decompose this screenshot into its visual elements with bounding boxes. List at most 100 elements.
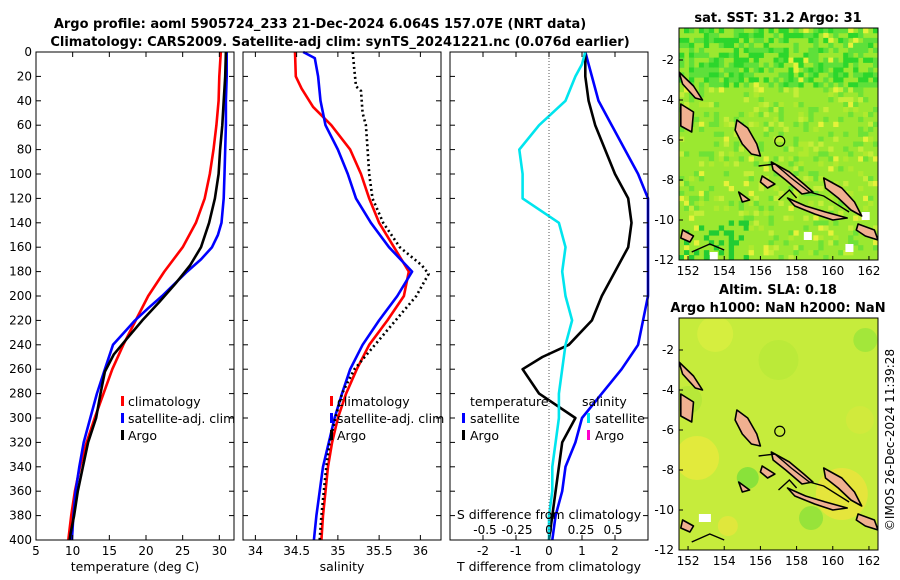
y-tick-label: 20: [17, 69, 32, 83]
sst-map-title: sat. SST: 31.2 Argo: 31: [694, 11, 861, 26]
legend-climatology: climatology: [337, 394, 410, 409]
legend-s-satellite: satellite: [595, 411, 645, 426]
legend-swatch-satellite: [121, 413, 124, 423]
x-tick-label: 162: [858, 264, 881, 278]
y-tick-label: 60: [17, 118, 32, 132]
temperature-legend: climatology satellite-adj. clim Argo: [121, 394, 235, 443]
x-tick-label: 152: [677, 264, 700, 278]
legend-swatch-t-argo: [462, 430, 465, 440]
y-tick-label: -8: [662, 463, 674, 477]
x-tick-label: 20: [138, 544, 153, 558]
legend-swatch-s-argo: [587, 430, 590, 440]
x-tick-label: 152: [677, 554, 700, 568]
x-tick-label: 15: [102, 544, 117, 558]
header-line2: Climatology: CARS2009. Satellite-adj cli…: [50, 35, 629, 50]
x-tick-label: 156: [749, 554, 772, 568]
x-tick-label: 0: [545, 544, 553, 558]
y-tick-label: -6: [662, 133, 674, 147]
legend-swatch-s-satellite: [587, 413, 590, 423]
sst-map: 152 154 156 158 160 162 -2 -4 -6 -8 -10 -12: [654, 27, 881, 278]
island-coastline: [786, 487, 849, 511]
x-tick-label: 158: [785, 554, 808, 568]
y-tick-label: 0: [24, 45, 32, 59]
legend-swatch-climatology: [121, 396, 124, 406]
y-tick-label: -8: [662, 173, 674, 187]
legend-swatch-climatology: [330, 396, 333, 406]
island-coastline: [737, 191, 751, 203]
s-tick-label: 0.25: [568, 523, 595, 537]
island-coastline: [759, 175, 776, 189]
y-tick-label: -6: [662, 423, 674, 437]
y-tick-label: 80: [17, 143, 32, 157]
y-tick-label: -10: [654, 213, 674, 227]
y-tick-label: 100: [9, 167, 32, 181]
s-tick-label: 0: [545, 523, 553, 537]
sla-map-title-line1: Altim. SLA: 0.18: [719, 283, 837, 298]
y-tick-label: 260: [9, 362, 32, 376]
bathymetry-contour: [778, 479, 798, 491]
temperature-panel: 5 10 15 20 25 3002040608010012014016018020022…: [9, 45, 235, 574]
island-coastline: [822, 467, 863, 507]
legend-swatch-t-satellite: [462, 413, 465, 423]
legend-swatch-argo: [330, 430, 333, 440]
x-tick-label: 10: [65, 544, 80, 558]
island-coastline: [734, 119, 762, 157]
series-line-argo: [318, 51, 430, 541]
island-coastline: [855, 513, 878, 531]
island-coastline: [679, 71, 704, 101]
y-tick-label: -4: [662, 383, 674, 397]
island-coastline: [737, 481, 751, 493]
legend-satellite: satellite-adj. clim: [337, 411, 444, 426]
x-tick-label: -2: [477, 544, 489, 558]
x-tick-label: 34.5: [283, 544, 310, 558]
island-coastline: [679, 103, 695, 133]
header-line1: Argo profile: aoml 5905724_233 21-Dec-20…: [54, 17, 586, 32]
y-tick-label: 120: [9, 191, 32, 205]
y-tick-label: -2: [662, 343, 674, 357]
bathymetry-contour: [758, 163, 850, 213]
salinity-panel: 34 34.5 35 35.5 36 climatology satellite-adj…: [242, 50, 444, 574]
x-tick-label: 5: [32, 544, 40, 558]
island-coastline: [679, 393, 695, 423]
s-tick-label: -0.5: [473, 523, 496, 537]
island-coastline: [855, 223, 878, 241]
series-line-s-satellite: [517, 51, 587, 540]
y-tick-label: 360: [9, 484, 32, 498]
island-coastline: [734, 409, 762, 447]
bathymetry-contour: [691, 533, 725, 543]
y-tick-label: -4: [662, 93, 674, 107]
y-tick-label: 340: [9, 460, 32, 474]
series-line-t-argo: [521, 52, 633, 541]
legend-swatch-argo: [121, 430, 124, 440]
y-tick-label: 280: [9, 387, 32, 401]
x-tick-label: 35: [330, 544, 345, 558]
map-field: [679, 318, 878, 550]
series-line-argo: [68, 51, 228, 541]
series-line-climatology: [293, 51, 411, 541]
x-tick-label: 1: [578, 544, 586, 558]
map-field: [679, 28, 878, 260]
island-coastline: [679, 361, 704, 391]
salinity-legend: climatology satellite-adj. clim Argo: [330, 394, 444, 443]
y-tick-label: 240: [9, 338, 32, 352]
bathymetry-contour: [691, 243, 725, 253]
s-difference-label: S difference from climatology: [457, 507, 642, 522]
island-coastline: [759, 465, 776, 479]
x-tick-label: 162: [858, 554, 881, 568]
legend-t-argo: Argo: [470, 428, 499, 443]
legend-swatch-satellite: [330, 413, 333, 423]
x-tick-label: -1: [510, 544, 522, 558]
y-tick-label: 400: [9, 533, 32, 547]
y-tick-label: 160: [9, 240, 32, 254]
legend-s-title: salinity: [582, 394, 627, 409]
legend-argo: Argo: [128, 428, 157, 443]
s-tick-label: -0.25: [501, 523, 532, 537]
salinity-xlabel: salinity: [320, 559, 365, 574]
y-tick-label: -12: [654, 543, 674, 557]
t-difference-xlabel: T difference from climatology: [456, 559, 642, 574]
series-line-satellite-adj-clim: [302, 50, 414, 541]
sla-map: 152 154 156 158 160 162 -2 -4 -6 -8 -10 -12: [654, 317, 881, 568]
y-tick-label: 320: [9, 435, 32, 449]
legend-t-title: temperature: [470, 394, 549, 409]
